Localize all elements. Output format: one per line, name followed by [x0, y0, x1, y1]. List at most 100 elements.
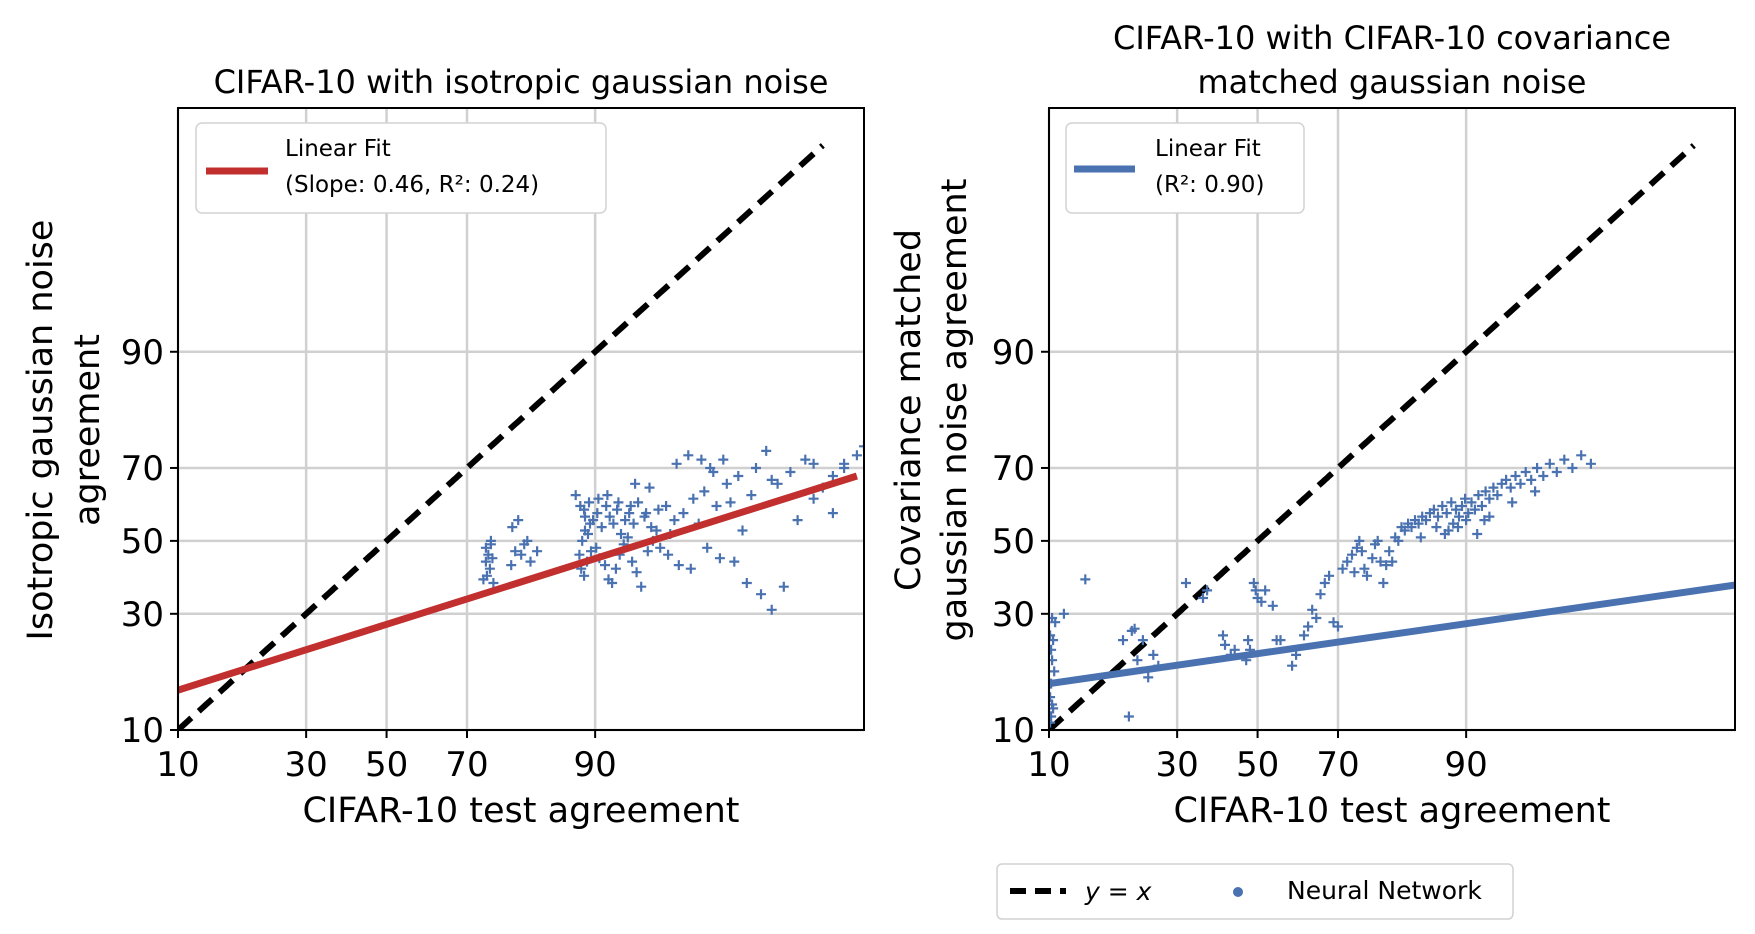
data-point [1299, 630, 1309, 641]
data-point [613, 497, 624, 508]
data-point [1049, 692, 1056, 703]
data-point [1337, 563, 1348, 574]
data-point [620, 515, 631, 526]
data-point [1469, 504, 1480, 515]
data-point [1220, 639, 1230, 650]
data-point [1488, 482, 1499, 493]
data-point [1431, 522, 1442, 533]
data-point [1507, 497, 1518, 508]
legend-title: Linear Fit [285, 136, 391, 162]
data-point [1287, 660, 1298, 671]
data-point [1439, 529, 1450, 539]
data-point [1362, 570, 1372, 581]
data-point [772, 478, 783, 489]
x-tick-label: 90 [574, 745, 617, 785]
data-point [1437, 501, 1448, 511]
data-point [1461, 515, 1472, 526]
data-point [480, 556, 491, 567]
data-point [622, 532, 633, 543]
data-point [663, 549, 674, 560]
data-point [507, 522, 518, 533]
data-point [778, 581, 789, 592]
data-point [636, 581, 647, 592]
data-point [685, 563, 696, 574]
data-point [1372, 535, 1383, 546]
data-point [851, 450, 862, 461]
data-point [601, 501, 612, 511]
data-point [714, 553, 725, 564]
x-axis-label: CIFAR-10 test agreement [302, 791, 739, 831]
x-tick-label: 30 [285, 745, 328, 785]
data-point [721, 478, 732, 489]
data-point [1118, 635, 1128, 646]
data-point [1501, 474, 1512, 485]
data-point [593, 493, 604, 504]
data-point [488, 578, 499, 588]
data-point [1492, 490, 1503, 501]
data-point [574, 549, 585, 560]
data-point [1367, 553, 1378, 564]
data-point [1406, 522, 1417, 533]
data-point [600, 560, 610, 571]
data-point [630, 478, 641, 489]
data-point [792, 515, 803, 526]
data-point [610, 563, 621, 574]
data-point [741, 578, 752, 588]
data-point [702, 542, 713, 553]
data-point [1307, 604, 1318, 615]
data-point [625, 501, 636, 511]
data-point [756, 589, 766, 600]
y-tick-label: 50 [121, 522, 164, 562]
legend-fit-text: (R²: 0.90) [1155, 172, 1264, 198]
data-point [1463, 508, 1474, 519]
data-point [699, 486, 710, 497]
data-point [1457, 501, 1467, 511]
chart-panel-covariance: 10 30 50 70 90 10 30 50 70 90 CIFAR-10 with CIFAR… [889, 19, 1736, 831]
data-point [1137, 635, 1148, 646]
data-point [1480, 486, 1491, 497]
data-point [751, 463, 761, 473]
data-point [1381, 560, 1392, 571]
data-point [1129, 623, 1140, 634]
data-point [579, 504, 590, 515]
data-point [785, 467, 796, 477]
data-point [1250, 585, 1261, 596]
data-point [808, 458, 819, 469]
data-point [761, 445, 772, 456]
data-point [1181, 578, 1191, 588]
legend-scatter-label: Neural Network [1287, 876, 1482, 905]
data-point [510, 546, 521, 557]
data-point [1532, 463, 1543, 473]
scatter-points [478, 441, 864, 615]
scatter-points [1049, 450, 1596, 728]
data-point [607, 578, 618, 588]
data-point [859, 441, 864, 452]
data-point [1315, 589, 1326, 600]
data-point [696, 454, 707, 465]
identity-line-path [1049, 143, 1696, 730]
data-point [1454, 511, 1464, 522]
data-point [646, 522, 657, 533]
y-tick-label: 70 [992, 449, 1035, 489]
y-axis-label-line2: gaussian noise agreement [935, 179, 975, 642]
data-point [624, 508, 635, 519]
legend: Linear Fit (R²: 0.90) [1065, 122, 1305, 214]
data-point [516, 549, 527, 560]
data-point [1349, 567, 1360, 578]
data-point [1530, 486, 1541, 497]
data-point [1275, 635, 1286, 646]
data-point [671, 458, 682, 469]
fit-line-path [1049, 581, 1735, 688]
x-axis-label: CIFAR-10 test agreement [1173, 791, 1610, 831]
data-point [583, 529, 593, 539]
data-point [746, 490, 757, 501]
data-point [766, 474, 777, 485]
data-point [688, 493, 699, 504]
data-point [1218, 630, 1228, 641]
data-point [1311, 613, 1322, 623]
data-point [522, 535, 533, 546]
data-point [1202, 585, 1213, 596]
data-point [661, 501, 672, 511]
data-point [631, 567, 642, 578]
